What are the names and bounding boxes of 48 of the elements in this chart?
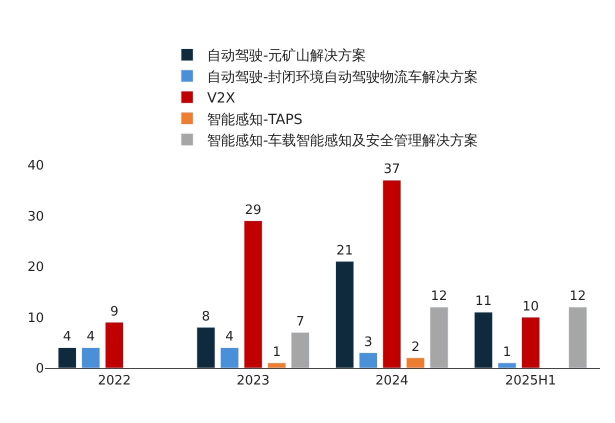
data-label: 12 [570,289,586,304]
bar [244,220,262,368]
bar [267,362,286,368]
bar [521,317,540,368]
data-label: 2 [411,340,420,355]
bar [474,312,493,368]
x-tick-label: 2022 [98,374,131,389]
data-label: 29 [244,202,262,218]
bar [196,327,216,368]
y-tick-label: 30 [27,209,44,224]
data-label: 7 [296,314,304,330]
y-tick-label: 10 [27,310,44,326]
y-tick-label: 40 [27,158,44,174]
bar [382,180,402,368]
data-label: 4 [86,330,95,345]
data-label: 4 [63,330,72,345]
bar [82,347,100,368]
bar [105,322,124,368]
bar [568,306,588,368]
bar [291,332,310,368]
data-label: 11 [475,294,492,310]
bar [220,347,239,368]
data-label: 9 [110,304,119,320]
legend-label: 智能感知-TAPS [207,112,303,128]
data-label: 10 [522,299,539,314]
x-tick-label: 2024 [375,374,408,389]
bar [335,261,354,368]
bar [406,358,425,368]
legend-label: 自动驾驶-封闭环境自动驾驶物流车解决方案 [207,68,478,86]
legend-label: 智能感知-车载智能感知及安全管理解决方案 [207,132,478,149]
bar [359,352,378,368]
x-tick-label: 2025H1 [505,374,556,389]
y-tick-label: 20 [27,260,44,276]
bar [498,362,516,368]
legend-label: 自动驾驶-元矿山解决方案 [207,47,366,64]
bar [58,347,76,368]
data-label: 1 [272,344,281,360]
data-label: 3 [364,334,372,350]
data-label: 4 [225,330,234,345]
legend-label: V2X [207,90,236,107]
y-tick-label: 0 [36,362,44,377]
data-label: 1 [502,344,512,360]
data-label: 21 [336,243,353,258]
x-tick-label: 2023 [236,374,270,389]
bar [430,306,448,368]
data-label: 12 [430,289,448,304]
data-label: 8 [202,309,210,324]
data-label: 37 [384,162,400,178]
